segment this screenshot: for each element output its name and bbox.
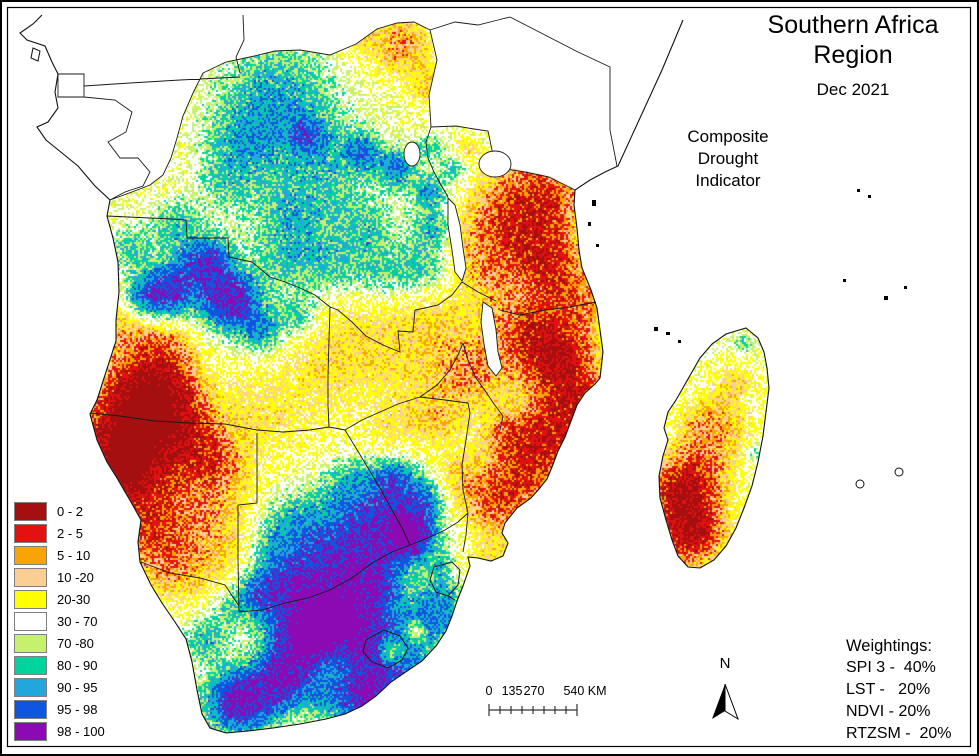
legend-label: 30 - 70 bbox=[57, 613, 98, 629]
legend-label: 90 - 95 bbox=[57, 679, 98, 695]
legend-label: 80 - 90 bbox=[57, 657, 98, 673]
legend-item: 80 - 90 bbox=[14, 655, 105, 675]
weighting-ndvi: NDVI - 20% bbox=[846, 703, 931, 720]
legend-swatch bbox=[14, 545, 47, 565]
map-neatline bbox=[6, 6, 972, 748]
north-arrow-label: N bbox=[719, 655, 731, 672]
border-eswatini bbox=[429, 561, 461, 597]
weighting-spi3: SPI 3 - 40% bbox=[846, 659, 936, 676]
legend-item: 30 - 70 bbox=[14, 611, 105, 631]
coastline-mainland bbox=[19, 14, 684, 734]
island-mauritius bbox=[894, 467, 904, 477]
lake-malawi bbox=[480, 301, 503, 377]
legend-label: 2 - 5 bbox=[57, 525, 84, 541]
legend-label: 70 -80 bbox=[57, 635, 94, 651]
weightings-block: Weightings: SPI 3 - 40% LST - 20% NDVI -… bbox=[846, 635, 972, 745]
indicator-label-line2: Drought bbox=[697, 149, 759, 168]
legend-item: 90 - 95 bbox=[14, 677, 105, 697]
lake-albert bbox=[403, 141, 421, 167]
north-arrow-icon bbox=[712, 683, 739, 721]
legend-swatch bbox=[14, 699, 47, 719]
lake-victoria bbox=[478, 150, 512, 178]
map-title-line2: Region bbox=[813, 41, 893, 69]
weighting-rtzsm: RTZSM - 20% bbox=[846, 725, 952, 742]
scale-label-135: 135 bbox=[501, 684, 523, 698]
legend-label: 98 - 100 bbox=[57, 723, 105, 739]
indicator-label-block: Composite Drought Indicator bbox=[650, 126, 806, 192]
legend-item: 95 - 98 bbox=[14, 699, 105, 719]
legend-label: 95 - 98 bbox=[57, 701, 98, 717]
legend-swatch bbox=[14, 611, 47, 631]
legend-swatch bbox=[14, 523, 47, 543]
lake-tanganyika bbox=[447, 196, 467, 282]
weightings-heading: Weightings: bbox=[846, 637, 932, 655]
weighting-lst: LST - 20% bbox=[846, 681, 931, 698]
indicator-label-line1: Composite bbox=[687, 127, 769, 146]
legend-item: 10 -20 bbox=[14, 567, 105, 587]
legend-swatch bbox=[14, 677, 47, 697]
scale-label-270: 270 bbox=[523, 684, 545, 698]
coastline-madagascar bbox=[658, 327, 770, 569]
country-borders bbox=[57, 14, 618, 613]
border-lesotho bbox=[362, 629, 409, 669]
legend-label: 20-30 bbox=[57, 591, 91, 607]
legend-item: 0 - 2 bbox=[14, 501, 105, 521]
legend-item: 70 -80 bbox=[14, 633, 105, 653]
legend-item: 98 - 100 bbox=[14, 721, 105, 741]
legend-label: 5 - 10 bbox=[57, 547, 91, 563]
legend-swatch bbox=[14, 567, 47, 587]
scale-label-0: 0 bbox=[485, 684, 493, 698]
legend-swatch bbox=[14, 721, 47, 741]
legend-item: 20-30 bbox=[14, 589, 105, 609]
map-title-line1: Southern Africa bbox=[767, 11, 939, 39]
legend-swatch bbox=[14, 633, 47, 653]
legend-swatch bbox=[14, 655, 47, 675]
legend-item: 2 - 5 bbox=[14, 523, 105, 543]
legend-item: 5 - 10 bbox=[14, 545, 105, 565]
indicator-label-line3: Indicator bbox=[695, 171, 761, 190]
legend-label: 10 -20 bbox=[57, 569, 94, 585]
legend: 0 - 2 2 - 5 5 - 10 10 -20 20-30 30 - 70 … bbox=[14, 501, 105, 743]
small-islands bbox=[588, 189, 907, 343]
legend-label: 0 - 2 bbox=[57, 503, 84, 519]
island-reunion bbox=[855, 479, 865, 489]
legend-swatch bbox=[14, 501, 47, 521]
legend-swatch bbox=[14, 589, 47, 609]
map-date: Dec 2021 bbox=[816, 80, 890, 99]
title-block: Southern Africa Region Dec 2021 bbox=[736, 10, 970, 100]
scale-label-540km: 540 KM bbox=[563, 684, 607, 698]
island-bioko bbox=[30, 47, 41, 62]
scale-bar bbox=[488, 704, 578, 716]
